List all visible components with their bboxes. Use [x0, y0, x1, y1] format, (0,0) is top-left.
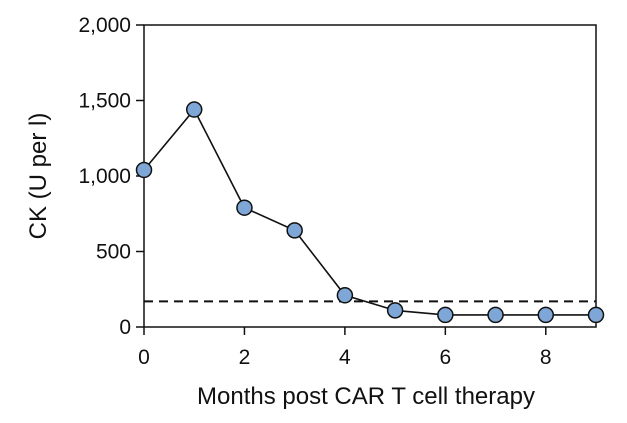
data-point: [185, 101, 203, 118]
data-point: [135, 161, 153, 179]
data-point: [286, 222, 303, 239]
x-tick-label: 0: [138, 346, 150, 369]
y-tick-label: 0: [119, 316, 131, 339]
x-tick-label: 6: [439, 346, 451, 369]
data-point: [587, 306, 605, 324]
data-point: [336, 287, 354, 304]
y-axis-label: CK (U per l): [25, 113, 52, 240]
x-axis-ticks: 0 2 4 6 8: [138, 327, 552, 369]
y-tick-label: 500: [96, 241, 131, 264]
x-axis-label: Months post CAR T cell therapy: [197, 383, 535, 410]
data-point: [386, 302, 404, 319]
x-tick-label: 8: [540, 346, 552, 369]
data-point: [236, 199, 253, 216]
y-axis-ticks: 0 500 1,000 1,500 2,000: [78, 14, 144, 339]
x-tick-label: 4: [339, 346, 351, 369]
data-point: [487, 306, 504, 324]
x-tick-label: 2: [239, 346, 251, 369]
y-tick-label: 1,500: [78, 90, 131, 113]
data-points: [135, 101, 605, 324]
data-point: [537, 306, 555, 324]
series-line: [143, 108, 596, 316]
y-tick-label: 1,000: [78, 165, 131, 188]
data-point: [437, 306, 454, 324]
y-tick-label: 2,000: [78, 14, 131, 37]
plot-frame: [143, 24, 597, 328]
